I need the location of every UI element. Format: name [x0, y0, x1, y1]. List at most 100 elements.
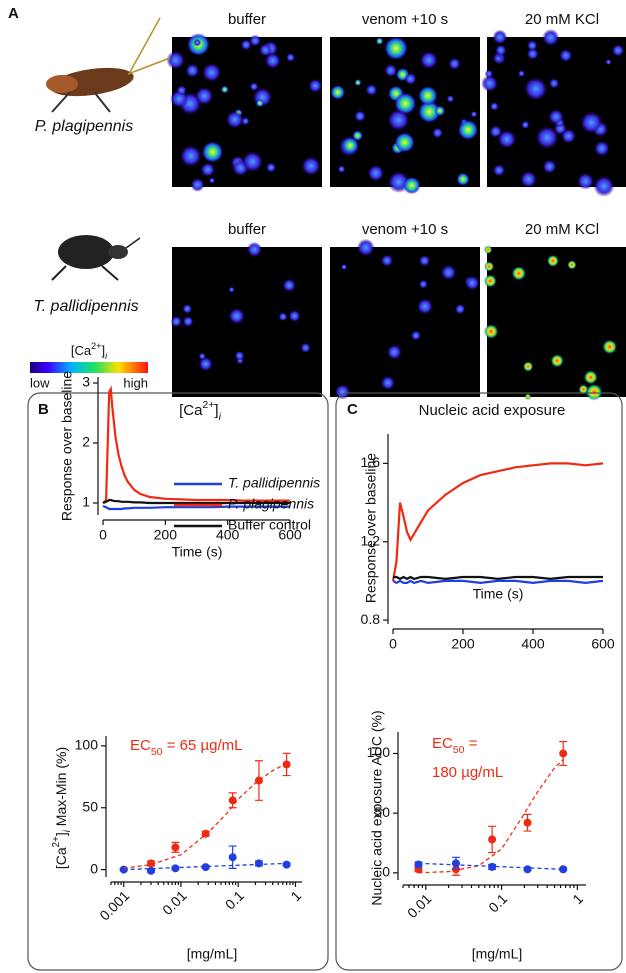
text-part: = [465, 735, 478, 752]
cell [454, 303, 466, 315]
x-tick-label: 0 [99, 527, 107, 543]
condition-label: venom +10 s [362, 221, 448, 238]
data-point [228, 853, 237, 862]
cell [418, 100, 441, 123]
data-point [451, 859, 460, 868]
y-tick-label: 100 [75, 737, 99, 753]
x-axis-label: Time (s) [172, 544, 223, 560]
cell [585, 383, 603, 401]
line [102, 504, 290, 511]
x-tick-label: 1 [569, 890, 586, 907]
cell [546, 254, 559, 267]
cell [176, 85, 187, 96]
x-tick-label: 0.001 [96, 887, 132, 923]
condition-label: buffer [228, 221, 266, 238]
cell [286, 53, 296, 62]
cell [526, 40, 538, 51]
cell [526, 47, 539, 60]
cell [418, 85, 438, 106]
cell [497, 129, 517, 149]
data-point [254, 859, 263, 868]
cell [577, 172, 595, 190]
cell [241, 151, 264, 173]
cell [403, 176, 421, 195]
data-point [171, 843, 180, 852]
colorbar [30, 362, 148, 373]
cell [356, 238, 375, 257]
text-part: EC [432, 735, 453, 752]
data-point [523, 865, 532, 874]
cell [249, 82, 259, 91]
cell [308, 78, 323, 93]
cell [440, 264, 457, 281]
cell [511, 266, 526, 281]
x-axis-label: Time (s) [473, 586, 524, 602]
cell [201, 62, 222, 83]
text-part: 50 [453, 744, 465, 756]
y-tick-label: 50 [374, 804, 390, 820]
cell [384, 63, 398, 77]
text-part: ] [101, 343, 105, 358]
data-point [201, 829, 210, 838]
cell [410, 330, 422, 341]
panel-frame [27, 392, 329, 971]
text-part: [Ca [53, 847, 69, 869]
cell [524, 77, 548, 101]
cell [246, 241, 263, 258]
cell [542, 28, 560, 47]
x-tick-label: 600 [591, 636, 615, 652]
annotation: 180 µg/mL [432, 764, 503, 781]
micrograph [172, 247, 322, 397]
cell [182, 304, 193, 314]
fit-line [123, 862, 287, 871]
x-tick-label: 600 [278, 527, 302, 543]
cell [376, 37, 384, 45]
cell [367, 164, 385, 182]
y-tick-label: 1.6 [361, 454, 381, 470]
x-tick-label: 200 [451, 636, 475, 652]
cell [200, 162, 216, 177]
cell [524, 393, 532, 400]
cell [494, 54, 503, 63]
cell [201, 141, 224, 163]
cell [448, 57, 461, 70]
cell [535, 125, 559, 150]
cell [550, 354, 564, 368]
cell [602, 339, 617, 355]
cell [492, 29, 508, 45]
cell [457, 119, 479, 140]
text-part: EC [130, 737, 151, 754]
x-tick-label: 400 [521, 636, 545, 652]
x-axis-label: [mg/mL] [187, 946, 238, 962]
cell [228, 307, 245, 325]
y-axis-label: Response over baseline [363, 453, 379, 603]
x-tick-label: 200 [154, 527, 178, 543]
cell [190, 177, 205, 192]
colorbar-title: [Ca2+]i [71, 341, 108, 361]
text-part: 2+ [91, 341, 101, 351]
cell [470, 110, 478, 118]
cell [559, 49, 573, 63]
cell [416, 298, 434, 315]
cell [418, 279, 428, 289]
cell [384, 36, 408, 61]
y-tick-label: 1.2 [361, 532, 381, 548]
cell [492, 164, 506, 177]
cell [185, 63, 200, 78]
cell [288, 309, 301, 323]
cell [523, 361, 534, 372]
cell [208, 177, 216, 184]
cell [225, 110, 244, 129]
cell [518, 70, 525, 78]
y-axis-label: Response over baseline [59, 371, 75, 521]
data-point [559, 865, 568, 874]
text-part: i [62, 829, 73, 832]
panel-title: [Ca2+]i [179, 399, 222, 423]
cell [521, 120, 530, 129]
cell [228, 286, 235, 293]
cell [483, 324, 499, 339]
y-tick-label: 0.8 [361, 611, 381, 627]
condition-label: 20 mM KCl [525, 221, 599, 238]
cell [300, 342, 311, 353]
